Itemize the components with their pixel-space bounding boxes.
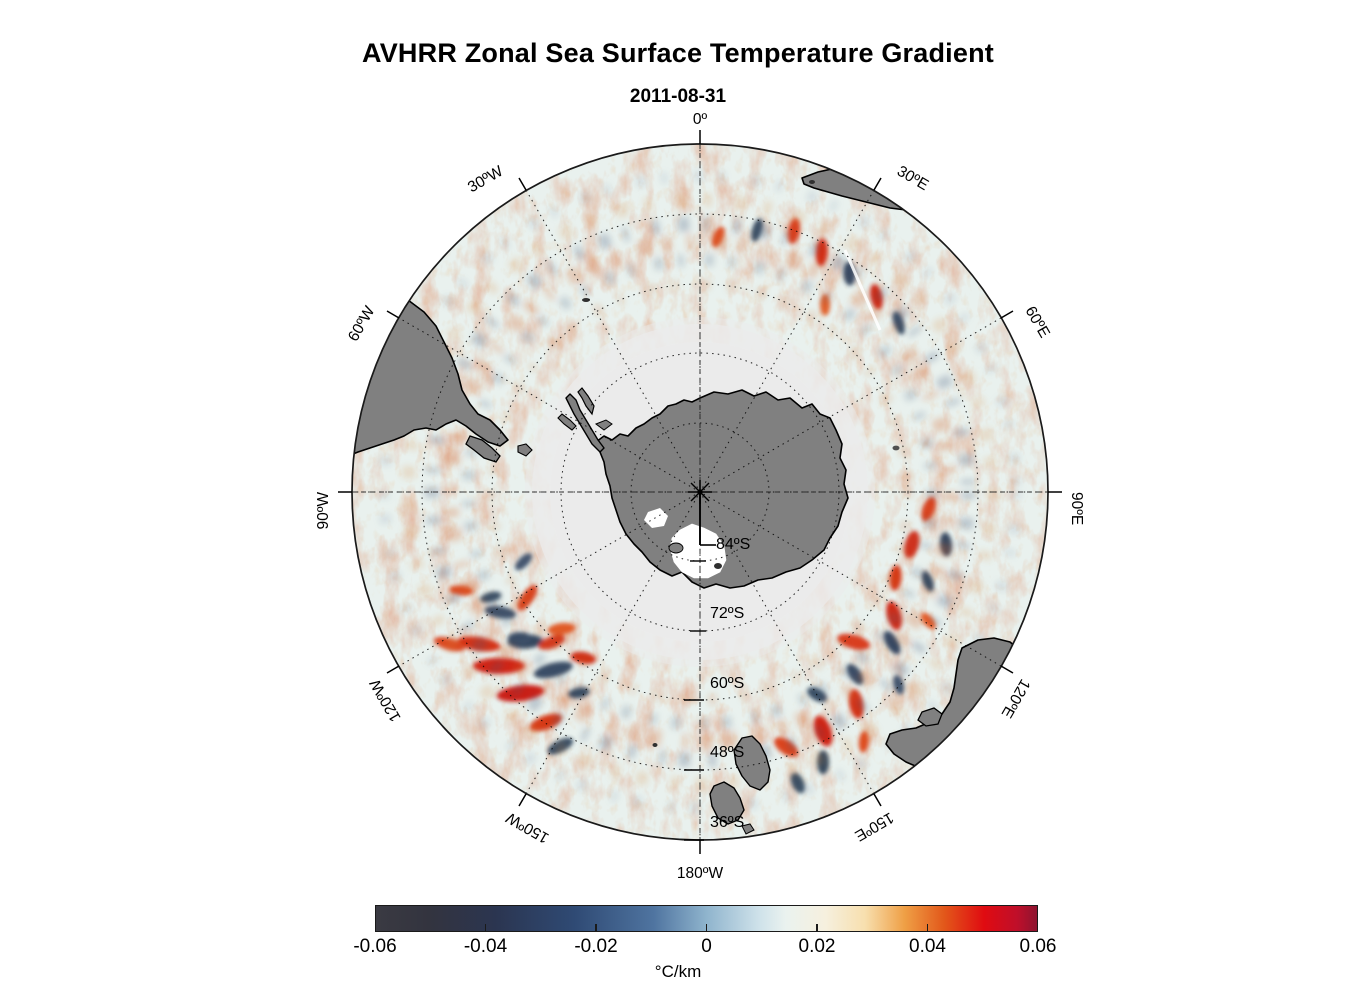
new-zealand-north-island <box>709 781 745 825</box>
meridian-label-30W: 30ºW <box>465 163 506 197</box>
meridian-label-120E: 120ºE <box>998 676 1034 721</box>
colorbar-ticks <box>375 905 1038 932</box>
antarctic-peninsula <box>565 393 605 453</box>
meridian-label-90W: 90ºW <box>315 492 332 530</box>
tasmania <box>917 707 943 727</box>
meridian-label-60E: 60ºE <box>1022 304 1053 341</box>
colorbar-tick-label: -0.04 <box>463 936 508 957</box>
colorbar-tick <box>816 924 818 932</box>
colorbar-tick-label: -0.06 <box>353 936 397 957</box>
meridian-label-120W: 120ºW <box>367 676 405 725</box>
stewart-island <box>741 823 755 835</box>
kerguelen-island <box>892 445 900 451</box>
south-pole-marker <box>688 480 716 546</box>
meridian-label-60W: 60ºW <box>345 303 379 344</box>
ice-shelf-patch <box>644 508 668 528</box>
parallel-label-72S: 72ºS <box>710 605 744 622</box>
meridian-label-180W: 180ºW <box>677 865 724 882</box>
island-dot <box>809 180 815 184</box>
parallel-60S <box>491 283 909 701</box>
swath-gap <box>843 249 882 331</box>
colorbar-tick-labels: -0.06 -0.04 -0.02 0 0.02 0.04 0.06 <box>295 936 1118 962</box>
ice-island-small <box>714 563 722 569</box>
antarctica-landmass <box>595 389 849 589</box>
figure-subtitle: 2011-08-31 <box>629 86 727 107</box>
colorbar-tick-label: 0 <box>701 936 712 957</box>
principal-axes <box>352 144 1048 840</box>
colorbar-tick <box>484 924 487 932</box>
meridian-ticks <box>338 130 1062 854</box>
colorbar-tick <box>705 924 708 932</box>
falkland-islands <box>517 443 533 457</box>
island-dot-2 <box>652 743 658 747</box>
colorbar-tick <box>595 924 597 932</box>
tierra-del-fuego <box>465 435 501 463</box>
colorbar-tick <box>926 924 929 932</box>
colorbar-tick-label: 0.04 <box>909 936 946 957</box>
parallel-ticks <box>684 560 706 841</box>
meridian-label-30E: 30ºE <box>894 163 931 194</box>
peninsula-islands <box>577 387 595 416</box>
meridian-label-150E: 150ºE <box>852 809 897 845</box>
colorbar-tick-label: -0.02 <box>574 936 618 957</box>
meridian-label-150W: 150ºW <box>503 808 552 846</box>
parallel-label-48S: 48ºS <box>710 744 744 761</box>
parallel-label-36S: 36ºS <box>710 814 744 831</box>
colorbar-tick-label: 0.02 <box>798 936 836 957</box>
ice-island <box>668 542 684 554</box>
parallel-label-84S: 84ºS <box>716 536 750 553</box>
south-sandwich-islands <box>582 298 590 302</box>
parallel-label-60S: 60ºS <box>710 675 744 692</box>
new-zealand-south-island <box>733 735 771 791</box>
island-small <box>557 413 577 431</box>
meridian-label-0: 0º <box>693 111 708 128</box>
south-georgia <box>594 419 613 431</box>
colorbar-unit-label: °C/km <box>654 962 702 981</box>
colorbar-tick-label: 0.06 <box>1019 936 1057 957</box>
page-title: AVHRR Zonal Sea Surface Temperature Grad… <box>362 38 994 68</box>
meridian-label-90E: 90ºE <box>1068 492 1085 525</box>
